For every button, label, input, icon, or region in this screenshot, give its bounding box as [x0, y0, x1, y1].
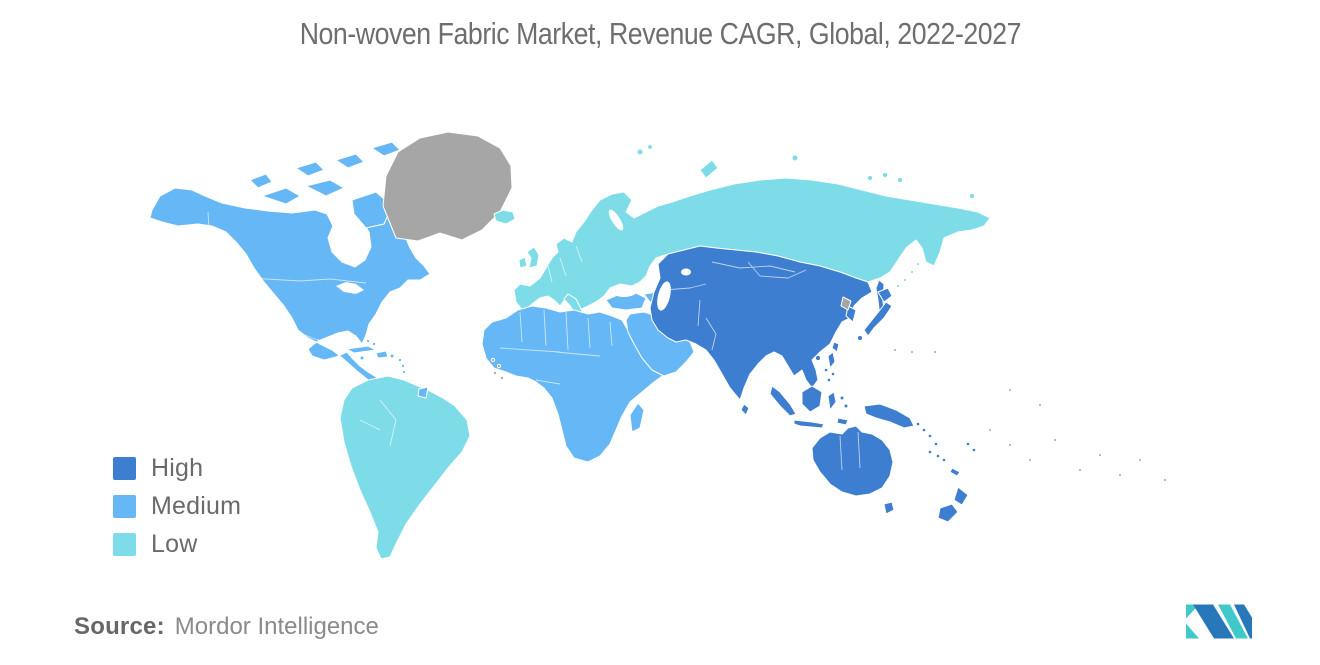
- region-tasmania: [883, 501, 895, 515]
- legend-swatch-high: [113, 456, 136, 480]
- region-japan: [856, 287, 893, 342]
- legend-item-low: Low: [113, 525, 241, 563]
- legend-swatch-medium: [113, 494, 136, 518]
- region-kuril-islands: [896, 262, 920, 288]
- region-melanesia-islands: [915, 421, 977, 477]
- region-madagascar: [629, 402, 645, 433]
- region-polynesia-micronesia: [893, 348, 1167, 482]
- legend-label-low: Low: [151, 529, 198, 558]
- mordor-intelligence-logo: [1186, 604, 1252, 639]
- region-french-guiana: [417, 386, 429, 399]
- source-value: Mordor Intelligence: [174, 613, 379, 640]
- logo-teal-bottom-left: [1186, 623, 1199, 639]
- logo-mark: [1186, 604, 1252, 639]
- inland-seas: [336, 209, 691, 311]
- region-iceland: [493, 209, 516, 225]
- legend-item-high: High: [113, 449, 241, 487]
- region-indonesia: [769, 385, 849, 429]
- logo-teal-right-stroke: [1218, 604, 1248, 639]
- logo-blue-right-stroke: [1234, 604, 1252, 639]
- region-australia: [811, 425, 894, 497]
- region-europe-russia: [513, 177, 991, 313]
- region-new-guinea: [863, 403, 915, 429]
- logo-blue-left-stroke: [1193, 604, 1234, 639]
- legend-label-high: High: [151, 453, 204, 482]
- region-north-america: [149, 187, 431, 387]
- region-arctic-islands: [636, 144, 976, 200]
- chart-title: Non-woven Fabric Market, Revenue CAGR, G…: [299, 16, 1021, 51]
- source-label: Source:: [74, 613, 165, 640]
- legend-label-medium: Medium: [151, 491, 242, 520]
- region-new-zealand: [937, 486, 969, 523]
- region-taiwan: [831, 341, 840, 353]
- region-philippines: [823, 351, 836, 383]
- region-north-korea: [840, 296, 852, 311]
- source-line: Source: Mordor Intelligence: [74, 613, 379, 641]
- region-ireland: [518, 256, 528, 269]
- region-canadian-arctic-islands: [249, 141, 401, 229]
- country-borders: [205, 211, 861, 471]
- legend: High Medium Low: [113, 449, 241, 563]
- region-cape-verde: [490, 357, 505, 381]
- legend-item-medium: Medium: [113, 487, 241, 525]
- region-hainan: [814, 354, 822, 362]
- region-greenland: [382, 131, 513, 242]
- region-africa: [481, 305, 669, 463]
- region-sri-lanka: [740, 403, 750, 416]
- region-south-america: [339, 375, 471, 560]
- region-united-kingdom: [526, 246, 540, 269]
- region-caribbean: [346, 338, 407, 375]
- legend-swatch-low: [113, 532, 136, 556]
